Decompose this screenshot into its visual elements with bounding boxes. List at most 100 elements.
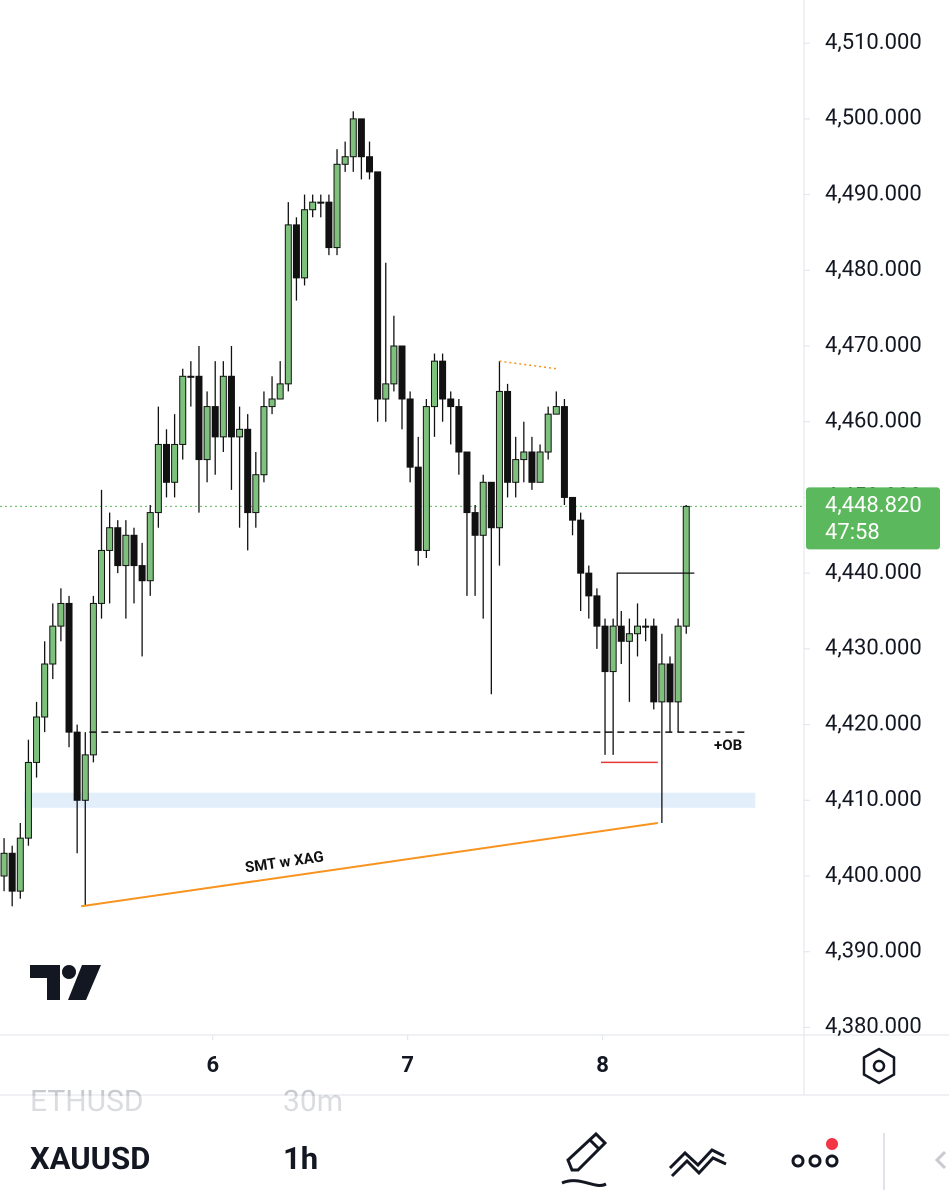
bullish-body <box>495 390 503 529</box>
y-tick-label: 4,420.000 <box>825 711 922 736</box>
symbol[interactable]: XAUUSD <box>30 1140 150 1177</box>
bullish-body <box>634 625 642 635</box>
bullish-body <box>349 118 357 158</box>
bearish-body <box>325 201 333 249</box>
draw-icon[interactable] <box>561 1131 608 1187</box>
bullish-body <box>146 512 154 582</box>
bullish-body <box>179 375 187 445</box>
bearish-body <box>366 156 374 173</box>
bearish-body <box>439 360 447 400</box>
bearish-body <box>577 519 585 574</box>
y-tick-label: 4,390.000 <box>825 939 922 964</box>
scroll-arrow[interactable] <box>934 1150 947 1170</box>
bullish-body <box>41 663 49 718</box>
zone <box>24 792 756 808</box>
y-tick-label: 4,440.000 <box>825 560 922 585</box>
bullish-body <box>430 360 438 408</box>
bullish-body <box>171 443 179 483</box>
bullish-body <box>106 527 114 551</box>
bearish-body <box>447 398 455 408</box>
trend-icon[interactable] <box>668 1148 727 1178</box>
bearish-body <box>617 625 625 642</box>
fade <box>0 1096 949 1118</box>
bullish-body <box>57 602 65 627</box>
bullish-body <box>276 383 284 400</box>
bullish-body <box>309 201 317 211</box>
bearish-body <box>138 565 146 582</box>
y-tick-label: 4,500.000 <box>825 106 922 131</box>
logo-part <box>62 965 76 979</box>
dot <box>808 1154 822 1168</box>
y-tick-label: 4,510.000 <box>825 30 922 55</box>
bullish-body <box>512 459 520 483</box>
bearish-body <box>414 466 422 551</box>
bullish-body <box>658 663 666 703</box>
bullish-body <box>479 481 487 536</box>
prev-symbol[interactable]: ETHUSD <box>30 1084 144 1119</box>
bearish-body <box>569 496 577 521</box>
pencil-line <box>561 1179 607 1187</box>
bullish-body <box>260 406 268 476</box>
bullish-body <box>536 451 544 483</box>
bearish-body <box>292 224 300 279</box>
logo-part <box>30 965 60 1000</box>
pencil <box>566 1131 608 1172</box>
bullish-body <box>544 413 552 453</box>
bullish-body <box>49 625 57 665</box>
bullish-body <box>390 345 398 385</box>
price-tag-label: 4,448.820 <box>825 493 922 518</box>
bearish-body <box>650 625 658 703</box>
logo-part <box>68 965 101 1000</box>
trend-path <box>670 1156 727 1178</box>
bearish-body <box>666 663 674 703</box>
bearish-body <box>487 481 495 529</box>
y-tick-label: 4,470.000 <box>825 333 922 358</box>
bullish-body <box>203 406 211 461</box>
ob-label: +OB <box>714 736 742 754</box>
bullish-body <box>154 443 162 514</box>
bullish-body <box>625 633 633 642</box>
notification-dot <box>826 1138 838 1150</box>
bearish-body <box>65 602 73 733</box>
bullish-body <box>682 505 690 627</box>
price-tag <box>806 487 940 550</box>
bearish-body <box>244 428 252 514</box>
bullish-body <box>252 474 260 514</box>
bearish-body <box>528 451 536 483</box>
tv-logo <box>30 965 101 1000</box>
settings-icon[interactable] <box>862 1047 896 1085</box>
bullish-body <box>33 716 41 763</box>
bearish-body <box>211 406 219 438</box>
bullish-body <box>642 625 650 628</box>
settings-icon-center <box>872 1059 886 1073</box>
bullish-body <box>333 163 341 249</box>
bearish-body <box>227 375 235 438</box>
bearish-body <box>593 595 601 627</box>
more-icon[interactable] <box>791 1154 839 1168</box>
bullish-body <box>89 602 97 756</box>
y-tick-label: 4,430.000 <box>825 636 922 661</box>
bearish-body <box>8 852 16 892</box>
bullish-body <box>520 451 528 461</box>
bullish-body <box>301 209 309 279</box>
bearish-body <box>114 527 122 567</box>
bullish-body <box>382 383 390 400</box>
dot <box>825 1154 839 1168</box>
bearish-body <box>73 731 81 801</box>
prev-interval[interactable]: 30m <box>283 1084 343 1119</box>
bearish-body <box>455 406 463 453</box>
bullish-body <box>317 201 325 204</box>
bearish-body <box>504 390 512 483</box>
y-tick-label: 4,410.000 <box>825 787 922 812</box>
bullish-body <box>81 754 89 801</box>
bearish-body <box>195 375 203 461</box>
x-tick-label: 8 <box>596 1053 609 1078</box>
bearish-body <box>130 534 138 567</box>
interval[interactable]: 1h <box>283 1140 318 1177</box>
bullish-body <box>284 224 292 385</box>
x-tick-label: 6 <box>206 1053 219 1078</box>
bearish-body <box>406 398 414 468</box>
